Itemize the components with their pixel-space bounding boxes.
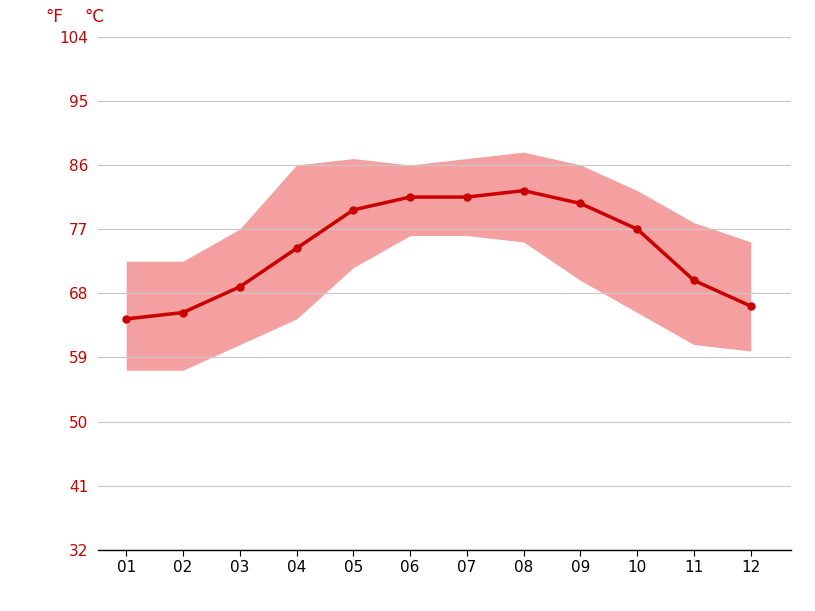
Text: °F: °F xyxy=(46,9,64,26)
Text: °C: °C xyxy=(84,9,104,26)
